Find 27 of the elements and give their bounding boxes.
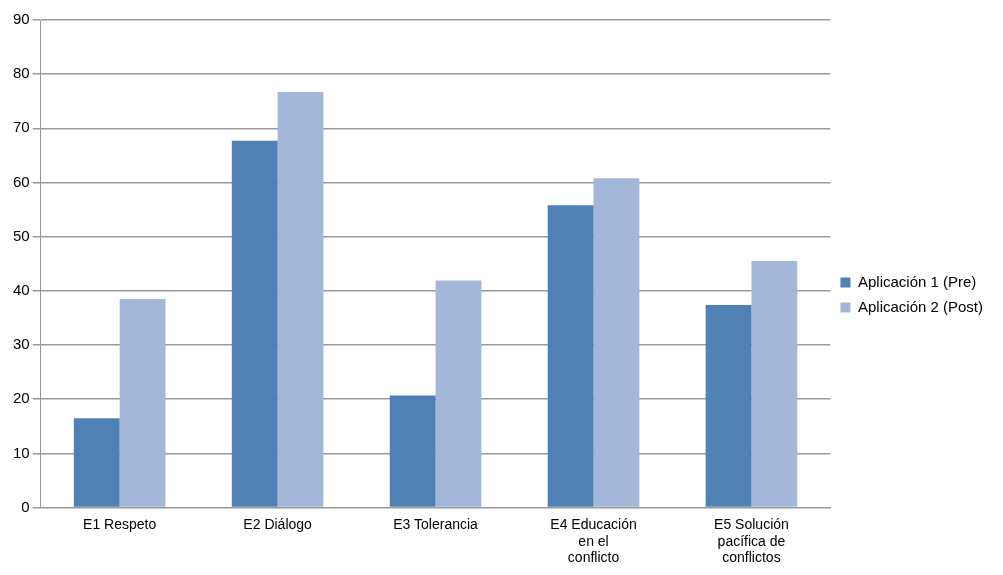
y-tick-label: 70 xyxy=(13,118,30,136)
y-tick-label: 60 xyxy=(13,172,30,190)
y-tick-label: 30 xyxy=(13,335,30,353)
bar xyxy=(277,92,324,507)
x-tick-label: E4 Educación en el conflicto xyxy=(550,515,637,566)
y-tick-label: 10 xyxy=(13,443,30,461)
y-tick-label: 80 xyxy=(13,64,30,82)
x-tick-label: E5 Solución pacífica de conflictos xyxy=(714,515,789,566)
bar xyxy=(119,299,166,507)
bar xyxy=(547,205,594,507)
bar xyxy=(705,304,752,507)
bar xyxy=(231,140,278,507)
y-tick-label: 20 xyxy=(13,389,30,407)
bar xyxy=(751,261,798,507)
y-tick-label: 0 xyxy=(21,497,30,515)
bar xyxy=(73,418,120,507)
x-tick-label: E3 Tolerancia xyxy=(393,515,479,532)
bar xyxy=(389,395,436,507)
bar xyxy=(435,280,482,507)
legend-label: Aplicación 2 (Post) xyxy=(857,297,984,315)
y-tick-label: 50 xyxy=(13,226,30,244)
bar xyxy=(593,178,640,507)
legend-label: Aplicación 1 (Pre) xyxy=(857,272,977,290)
x-tick-label: E2 Diálogo xyxy=(243,515,313,532)
y-tick-label: 90 xyxy=(13,10,30,28)
x-tick-label: E1 Respeto xyxy=(83,515,157,532)
y-tick-label: 40 xyxy=(13,281,30,299)
